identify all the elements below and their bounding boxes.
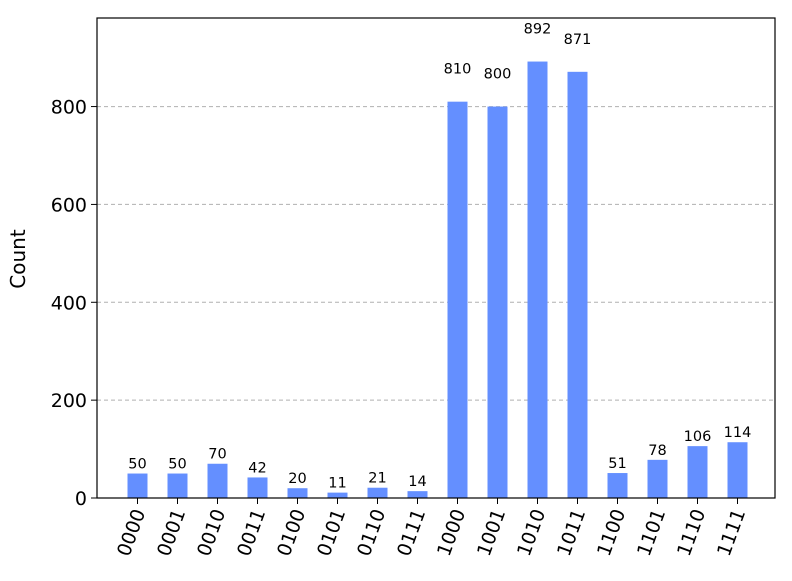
- bar-value-labels: 50 50 70 42 20 11 21 14 810 800 892 871 51 78 106 114: [128, 22, 751, 492]
- bar-value-label: 70: [208, 447, 226, 463]
- bar-value-label: 106: [684, 429, 712, 445]
- gridlines: [97, 106, 775, 401]
- x-tick-label: 0001: [153, 506, 190, 559]
- x-tick-label: 1100: [593, 506, 630, 559]
- bar-value-label: 892: [524, 22, 552, 38]
- y-tick-label: 200: [51, 390, 87, 412]
- plot-frame: [96, 17, 776, 499]
- x-tick-label: 0010: [193, 506, 230, 559]
- bar-value-label: 871: [564, 32, 592, 48]
- x-tick-label: 0011: [233, 506, 270, 559]
- bar-1001: [487, 106, 508, 499]
- x-tick-label: 1010: [513, 506, 550, 559]
- y-tick-label: 400: [51, 292, 87, 314]
- bar-1011: [567, 71, 588, 498]
- bar-value-label: 114: [724, 425, 752, 441]
- bar-0000: [127, 473, 148, 498]
- y-tick-label: 0: [75, 488, 87, 510]
- bar-value-label: 11: [328, 476, 346, 492]
- y-axis-title: Count: [6, 229, 30, 289]
- bar-value-label: 20: [288, 471, 306, 487]
- x-tick-label: 0101: [313, 506, 350, 559]
- bar-0101: [327, 492, 348, 498]
- x-tick-label: 0000: [113, 506, 150, 559]
- x-tick-label: 0110: [353, 506, 390, 559]
- bar-0011: [247, 477, 268, 498]
- bar-1100: [607, 473, 628, 498]
- x-tick-label: 1000: [433, 506, 470, 559]
- bar-value-label: 14: [408, 474, 426, 490]
- bars: [127, 61, 748, 499]
- bar-value-label: 800: [484, 67, 512, 83]
- bar-value-label: 50: [128, 457, 146, 473]
- x-tick-label: 1110: [673, 506, 710, 559]
- bar-value-label: 42: [248, 460, 266, 476]
- x-tick-label: 0111: [393, 506, 430, 559]
- bar-value-label: 21: [368, 471, 386, 487]
- x-tick-label: 1101: [633, 506, 670, 559]
- bar-1000: [447, 101, 468, 498]
- x-tick-label: 0100: [273, 506, 310, 559]
- y-axis-ticks: 0 200 400 600 800: [51, 97, 97, 510]
- bar-1010: [527, 61, 548, 499]
- bar-value-label: 50: [168, 457, 186, 473]
- x-tick-label: 1111: [713, 506, 750, 559]
- x-axis-ticks: 0000 0001 0010 0011 0100 0101 0110 0111 1000 1001…: [113, 498, 750, 559]
- y-tick-label: 600: [51, 194, 87, 216]
- y-tick-label: 800: [51, 97, 87, 119]
- bar-value-label: 51: [608, 456, 626, 472]
- bar-0111: [407, 491, 428, 498]
- bar-0001: [167, 473, 188, 498]
- bar-value-label: 810: [444, 62, 472, 78]
- bar-1110: [687, 446, 708, 498]
- bar-1111: [727, 442, 748, 498]
- x-tick-label: 1001: [473, 506, 510, 559]
- bar-0100: [287, 488, 308, 498]
- bar-0010: [207, 463, 228, 498]
- x-tick-label: 1011: [553, 506, 590, 559]
- bar-value-label: 78: [648, 443, 666, 459]
- bar-0110: [367, 487, 388, 498]
- bar-1101: [647, 459, 668, 498]
